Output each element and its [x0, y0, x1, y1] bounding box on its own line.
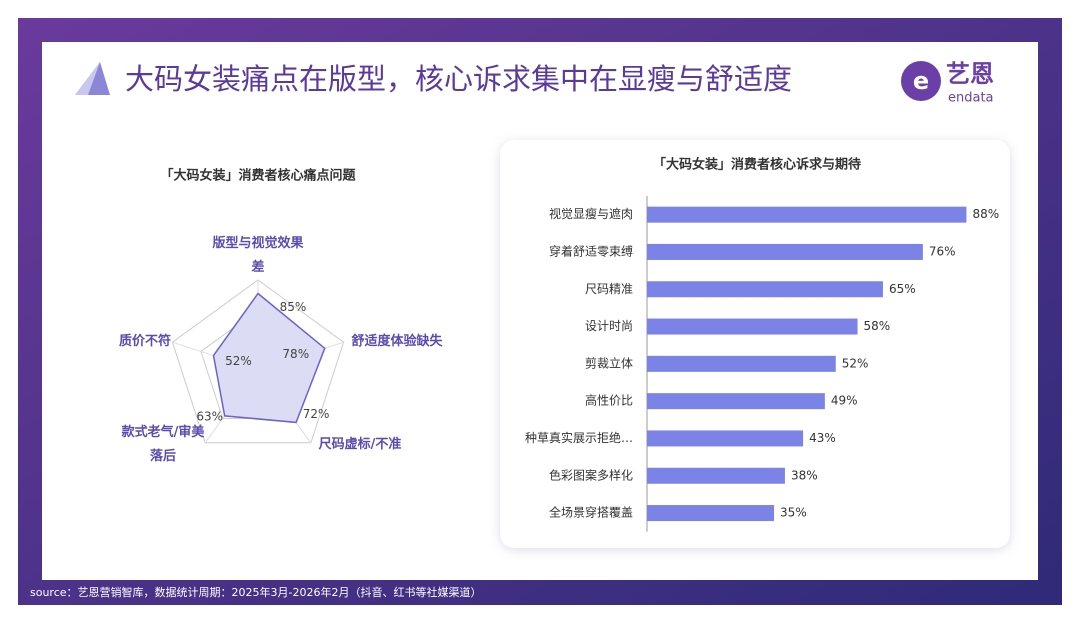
category-label: 种草真实展示拒绝…	[525, 430, 633, 445]
chart-title: 「大码女装」消费者核心痛点问题	[160, 168, 356, 184]
value-label: 85%	[280, 300, 307, 314]
bar	[647, 393, 825, 410]
axis-label: 舒适度体验缺失	[351, 334, 443, 349]
value-label: 78%	[282, 347, 309, 361]
logo-en: endata	[948, 91, 994, 106]
logo-mark-letter: e	[913, 67, 929, 95]
category-label: 全场景穿搭覆盖	[549, 505, 633, 520]
category-label: 穿着舒适零束缚	[549, 243, 633, 258]
category-label: 设计时尚	[585, 319, 633, 333]
value-label: 72%	[303, 407, 330, 421]
radar-area	[212, 292, 326, 424]
value-label: 63%	[196, 409, 223, 423]
logo-mark	[901, 61, 941, 101]
title: 大码女装痛点在版型，核心诉求集中在显瘦与舒适度	[125, 62, 792, 96]
bar	[647, 281, 883, 298]
value-label: 52%	[225, 354, 252, 368]
axis-label: 款式老气/审美落后	[121, 425, 205, 464]
category-label: 视觉显瘦与遮肉	[549, 206, 633, 221]
value-label: 52%	[842, 356, 869, 370]
panel	[500, 140, 1010, 548]
bar	[647, 467, 785, 484]
bar	[647, 206, 967, 223]
source: source：艺恩营销智库，数据统计周期：2025年3月-2026年2月（抖音、…	[30, 585, 481, 599]
bar	[647, 318, 858, 335]
bar	[647, 430, 804, 447]
axis-label: 质价不符	[118, 334, 171, 349]
bar	[647, 243, 923, 260]
value-label: 35%	[780, 506, 807, 520]
value-label: 88%	[972, 207, 999, 221]
category-label: 色彩图案多样化	[549, 467, 633, 482]
category-label: 剪裁立体	[585, 355, 633, 370]
value-label: 43%	[809, 431, 836, 445]
value-label: 38%	[791, 468, 818, 482]
chart-title: 「大码女装」消费者核心诉求与期待	[653, 157, 861, 173]
value-label: 65%	[889, 282, 916, 296]
category-label: 尺码精准	[585, 282, 633, 296]
bar	[647, 355, 836, 372]
category-label: 高性价比	[585, 393, 633, 408]
axis-label: 尺码虚标/不准	[318, 437, 402, 452]
logo-cn: 艺恩	[946, 60, 994, 88]
value-label: 76%	[929, 244, 956, 258]
title-icon	[75, 62, 100, 95]
value-label: 58%	[864, 319, 891, 333]
bar	[647, 505, 775, 522]
value-label: 49%	[831, 394, 858, 408]
grid-ring	[171, 279, 345, 444]
axis-label: 版型与视觉效果差	[212, 236, 304, 275]
